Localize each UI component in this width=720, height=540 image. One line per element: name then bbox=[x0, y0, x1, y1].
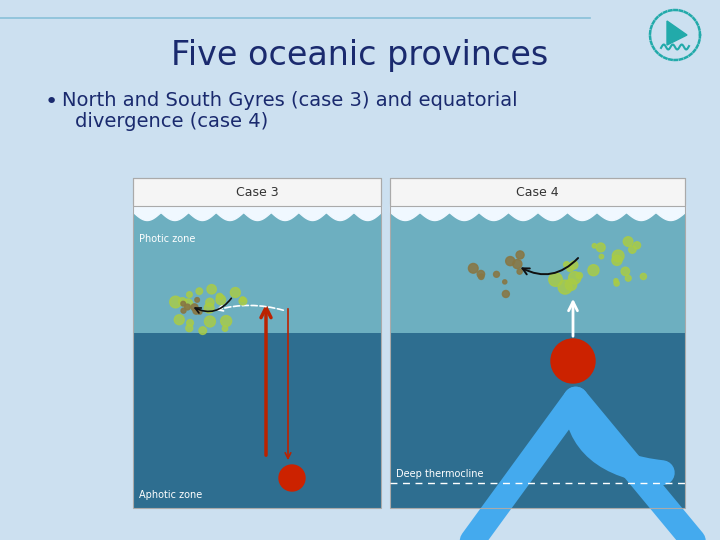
Circle shape bbox=[612, 255, 622, 266]
Circle shape bbox=[477, 271, 485, 278]
Circle shape bbox=[570, 261, 578, 269]
Circle shape bbox=[569, 272, 581, 284]
Bar bbox=[390, 206, 685, 333]
Circle shape bbox=[558, 280, 572, 294]
Circle shape bbox=[230, 287, 240, 298]
Circle shape bbox=[195, 298, 199, 302]
Circle shape bbox=[199, 327, 207, 334]
Circle shape bbox=[186, 325, 193, 332]
Circle shape bbox=[183, 299, 193, 309]
Polygon shape bbox=[667, 21, 687, 45]
Circle shape bbox=[621, 267, 629, 275]
Text: Deep thermocline: Deep thermocline bbox=[396, 469, 484, 479]
Text: Aphotic zone: Aphotic zone bbox=[139, 490, 202, 500]
Circle shape bbox=[216, 295, 225, 305]
Circle shape bbox=[576, 273, 582, 279]
Text: North and South Gyres (case 3) and equatorial: North and South Gyres (case 3) and equat… bbox=[62, 91, 518, 110]
Circle shape bbox=[634, 242, 641, 249]
Circle shape bbox=[479, 274, 484, 280]
Circle shape bbox=[516, 251, 524, 259]
Circle shape bbox=[221, 315, 232, 327]
Bar bbox=[133, 178, 381, 206]
Circle shape bbox=[179, 298, 186, 306]
Bar bbox=[133, 206, 381, 333]
Circle shape bbox=[505, 256, 515, 266]
Bar bbox=[390, 178, 685, 206]
Circle shape bbox=[564, 262, 570, 268]
Circle shape bbox=[222, 326, 228, 332]
Circle shape bbox=[170, 296, 181, 308]
Circle shape bbox=[549, 273, 562, 286]
Circle shape bbox=[279, 465, 305, 491]
Circle shape bbox=[612, 250, 624, 262]
Circle shape bbox=[181, 301, 186, 306]
Text: Case 4: Case 4 bbox=[516, 186, 559, 199]
Text: Five oceanic provinces: Five oceanic provinces bbox=[171, 38, 549, 71]
Circle shape bbox=[193, 308, 199, 314]
Circle shape bbox=[592, 244, 597, 248]
Circle shape bbox=[186, 320, 194, 326]
Circle shape bbox=[204, 316, 215, 327]
Text: Case 3: Case 3 bbox=[235, 186, 279, 199]
Circle shape bbox=[567, 265, 574, 272]
Bar bbox=[390, 333, 685, 508]
Circle shape bbox=[614, 279, 618, 283]
Circle shape bbox=[191, 304, 198, 310]
Circle shape bbox=[640, 273, 647, 280]
Circle shape bbox=[624, 237, 633, 246]
FancyArrowPatch shape bbox=[195, 298, 231, 313]
Circle shape bbox=[551, 339, 595, 383]
Circle shape bbox=[204, 303, 214, 313]
Circle shape bbox=[599, 254, 603, 259]
Circle shape bbox=[186, 292, 192, 298]
Circle shape bbox=[174, 315, 184, 325]
Circle shape bbox=[197, 309, 202, 314]
Circle shape bbox=[184, 304, 190, 310]
Circle shape bbox=[239, 297, 247, 305]
Circle shape bbox=[207, 285, 216, 294]
Bar bbox=[133, 178, 381, 508]
Circle shape bbox=[614, 281, 619, 286]
Circle shape bbox=[206, 298, 214, 307]
Circle shape bbox=[217, 293, 223, 300]
Circle shape bbox=[181, 308, 186, 313]
Text: Photic zone: Photic zone bbox=[139, 234, 195, 244]
Circle shape bbox=[196, 288, 202, 294]
Circle shape bbox=[503, 291, 509, 298]
Text: •: • bbox=[45, 92, 58, 112]
FancyArrowPatch shape bbox=[523, 258, 578, 274]
Circle shape bbox=[517, 269, 522, 274]
FancyArrowPatch shape bbox=[109, 399, 720, 540]
Circle shape bbox=[596, 243, 605, 252]
Circle shape bbox=[240, 297, 245, 302]
Circle shape bbox=[513, 260, 522, 269]
Circle shape bbox=[588, 265, 599, 276]
Bar bbox=[133, 333, 381, 508]
Circle shape bbox=[629, 246, 636, 253]
Circle shape bbox=[565, 279, 577, 291]
Circle shape bbox=[625, 275, 631, 281]
Bar bbox=[390, 178, 685, 508]
Text: divergence (case 4): divergence (case 4) bbox=[75, 112, 269, 131]
Circle shape bbox=[469, 264, 478, 273]
Circle shape bbox=[503, 280, 507, 284]
Circle shape bbox=[493, 272, 500, 278]
